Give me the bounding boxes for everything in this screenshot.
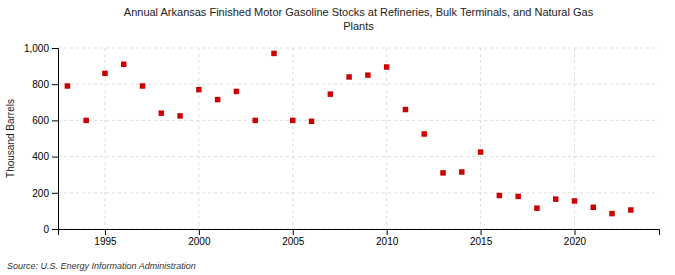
x-tick: 2015 [470, 229, 493, 247]
point [177, 113, 182, 118]
y-axis-line [52, 49, 59, 230]
point [384, 64, 389, 69]
point [252, 118, 257, 123]
grid-line [58, 120, 659, 121]
point [628, 207, 633, 212]
point [309, 119, 314, 124]
y-tick-label: 0 [43, 224, 49, 235]
y-axis-title: Thousand Barrels [5, 99, 16, 178]
x-tick-mark [481, 229, 482, 235]
point [478, 149, 483, 154]
y-tick-label: 600 [32, 115, 49, 126]
y-tick-mark [52, 157, 58, 158]
x-tick-label: 2020 [564, 236, 587, 247]
point [328, 91, 333, 96]
grid-line [386, 48, 387, 229]
chart: 1995 2000 2005 2010 2015 2020 0 200 400 600 800 1,0… [0, 0, 675, 275]
point [271, 51, 276, 56]
x-tick: 2000 [188, 229, 211, 247]
y-tick: 600 [32, 115, 58, 126]
point [234, 89, 239, 94]
points [65, 51, 634, 217]
y-tick-label: 400 [32, 151, 49, 162]
x-axis: 1995 2000 2005 2010 2015 2020 [59, 229, 660, 247]
x-tick-label: 2005 [282, 236, 305, 247]
point [553, 196, 558, 201]
x-tick: 1995 [94, 229, 117, 247]
x-tick: 2005 [282, 229, 305, 247]
x-tick: 2020 [564, 229, 587, 247]
x-tick-mark [199, 229, 200, 235]
title-line: Plants [343, 20, 374, 32]
x-tick-label: 2000 [188, 236, 211, 247]
y-tick-mark [52, 84, 58, 85]
point [497, 193, 502, 198]
y-tick-label: 1,000 [24, 43, 49, 54]
x-tick-label: 1995 [94, 236, 117, 247]
point [102, 71, 107, 76]
title: Annual Arkansas Finished Motor Gasoline … [124, 6, 594, 32]
point [346, 74, 351, 79]
point [440, 170, 445, 175]
y-tick: 0 [43, 224, 58, 235]
point [421, 131, 426, 136]
x-tick: 2010 [376, 229, 399, 247]
grid-line [58, 192, 659, 193]
point [83, 118, 88, 123]
plot-area: 1995 2000 2005 2010 2015 2020 0 200 400 600 800 1,0… [24, 43, 660, 247]
x-axis-line [59, 230, 660, 236]
grid-line [58, 84, 659, 85]
grid-line [198, 48, 199, 229]
point [121, 62, 126, 67]
point [591, 205, 596, 210]
grid [58, 48, 659, 229]
x-tick-mark [293, 229, 294, 235]
source-note: Source: U.S. Energy Information Administ… [7, 261, 196, 271]
point [403, 107, 408, 112]
x-tick-mark [574, 229, 575, 235]
y-tick: 800 [32, 79, 58, 90]
point [365, 72, 370, 77]
point [515, 194, 520, 199]
grid-line [480, 48, 481, 229]
y-tick: 400 [32, 151, 58, 162]
point [609, 211, 614, 216]
y-tick: 200 [32, 188, 58, 199]
point [65, 83, 70, 88]
point [534, 205, 539, 210]
point [140, 83, 145, 88]
x-tick-label: 2010 [376, 236, 399, 247]
y-tick-mark [52, 229, 58, 230]
y-tick-mark [52, 193, 58, 194]
title-line: Annual Arkansas Finished Motor Gasoline … [124, 6, 594, 18]
y-tick-label: 800 [32, 79, 49, 90]
y-tick: 1,000 [24, 43, 58, 54]
point [290, 118, 295, 123]
point [459, 169, 464, 174]
y-axis: 0 200 400 600 800 1,000 [24, 43, 59, 235]
point [215, 97, 220, 102]
x-tick-mark [387, 229, 388, 235]
y-tick-mark [52, 120, 58, 121]
grid-line [58, 48, 659, 49]
x-tick-mark [105, 229, 106, 235]
x-tick-label: 2015 [470, 236, 493, 247]
point [572, 198, 577, 203]
grid-line [58, 156, 659, 157]
y-tick-mark [52, 48, 58, 49]
y-tick-label: 200 [32, 188, 49, 199]
grid-line [292, 48, 293, 229]
point [196, 87, 201, 92]
point [159, 110, 164, 115]
